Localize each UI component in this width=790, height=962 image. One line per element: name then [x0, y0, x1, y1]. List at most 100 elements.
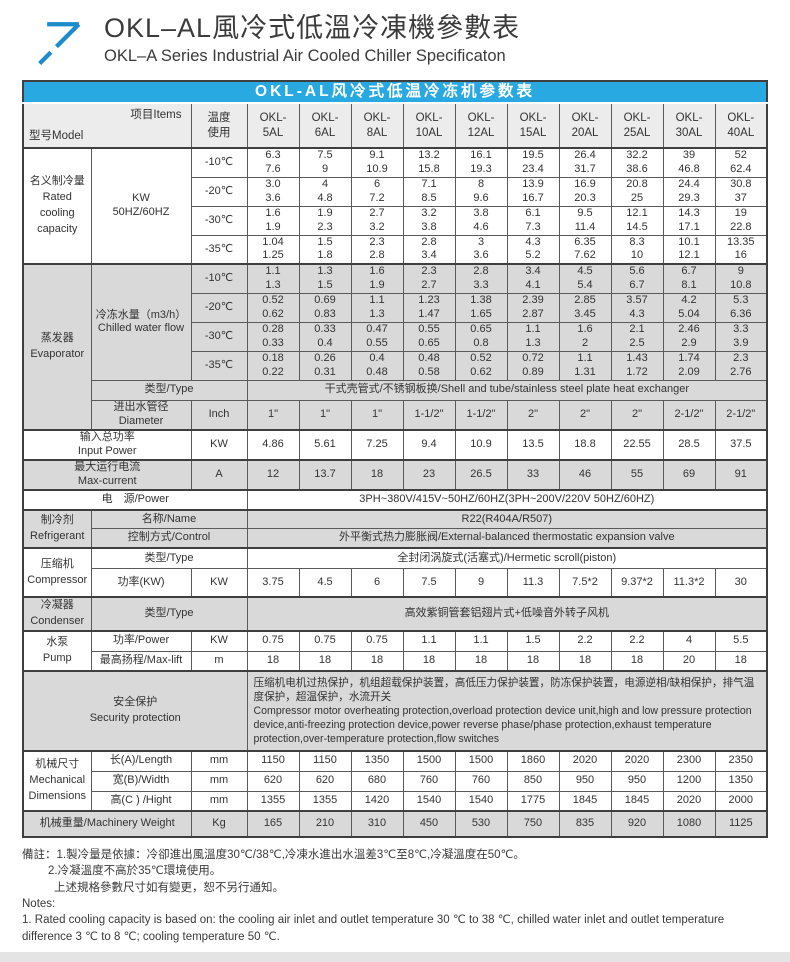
- value-cell: 2020: [558, 750, 612, 772]
- value-cell: 1.1 1.3: [350, 292, 404, 323]
- unit-cell: KW: [190, 429, 248, 461]
- temp-cell: -35℃: [190, 350, 248, 381]
- value-cell: 620: [298, 770, 352, 792]
- value-cell: 1": [298, 399, 352, 431]
- value-cell: 20: [662, 650, 716, 672]
- notes: 備註：1.製冷量是依據：冷卻進出風溫度30℃/38℃,冷凍水進出水溫差3℃至8℃…: [22, 847, 770, 945]
- note-line-zh-3: 上述規格參數尺寸如有變更，恕不另行通知。: [54, 881, 284, 894]
- value-cell: 1080: [662, 810, 716, 838]
- value-cell: 7.1 8.5: [402, 176, 456, 207]
- value-cell: 920: [610, 810, 664, 838]
- value-cell: 750: [506, 810, 560, 838]
- model-column-header: OKL- 10AL: [402, 102, 456, 149]
- value-cell: 1.1 1.31: [558, 350, 612, 381]
- value-cell: 24.4 29.3: [662, 176, 716, 207]
- value-cell: 2.3 2.7: [402, 263, 456, 294]
- value-cell: 0.47 0.55: [350, 321, 404, 352]
- value-cell: 2.3 2.76: [714, 350, 768, 381]
- row-label: 功率/Power: [90, 630, 192, 652]
- temp-cell: -10℃: [190, 147, 248, 178]
- value-cell: 14.3 17.1: [662, 205, 716, 236]
- row-label: 进出水管径 Diameter: [90, 399, 192, 431]
- value-cell: 5.6 6.7: [610, 263, 664, 294]
- value-cell: 620: [246, 770, 300, 792]
- value-cell: 165: [246, 810, 300, 838]
- value-cell: 2.3 2.8: [350, 234, 404, 265]
- unit-cell: KW: [190, 567, 248, 598]
- model-column-header: OKL- 6AL: [298, 102, 352, 149]
- model-column-header: OKL- 20AL: [558, 102, 612, 149]
- value-cell: 18: [350, 650, 404, 672]
- row-label: 冷冻水量（m3/h） Chilled water flow: [90, 263, 192, 381]
- row-label: 功率(KW): [90, 567, 192, 598]
- value-cell: 28.5: [662, 429, 716, 461]
- value-cell: 0.4 0.48: [350, 350, 404, 381]
- value-cell: 3.0 3.6: [246, 176, 300, 207]
- value-cell: 1775: [506, 790, 560, 812]
- value-cell: 0.75: [298, 630, 352, 652]
- value-cell: 20.8 25: [610, 176, 664, 207]
- value-cell: 18: [506, 650, 560, 672]
- value-cell: 6.1 7.3: [506, 205, 560, 236]
- value-cell: 6 7.2: [350, 176, 404, 207]
- value-cell: 1.43 1.72: [610, 350, 664, 381]
- unit-cell: A: [190, 459, 248, 491]
- corner-cell: 型号Model 项目Items: [22, 102, 192, 149]
- arrow-up-right-icon: [38, 22, 81, 65]
- security-protection-text: 压缩机电机过热保护，机组超载保护装置，高低压力保护装置，防冻保护装置，电源逆相/…: [246, 670, 768, 752]
- row-label: 类型/Type: [90, 379, 248, 401]
- value-cell: 850: [506, 770, 560, 792]
- spec-table: OKL-AL风冷式低温冷冻机参数表 型号Model 项目Items 温度 使用 …: [22, 80, 769, 838]
- value-cell: 1.23 1.47: [402, 292, 456, 323]
- value-cell: 1": [246, 399, 300, 431]
- value-cell: 6.3 7.6: [246, 147, 300, 178]
- unit-cell: Inch: [190, 399, 248, 431]
- value-cell: 0.52 0.62: [246, 292, 300, 323]
- value-cell: 10.1 12.1: [662, 234, 716, 265]
- model-column-header: OKL- 5AL: [246, 102, 300, 149]
- unit-cell: Kg: [190, 810, 248, 838]
- value-cell: 13.2 15.8: [402, 147, 456, 178]
- value-cell: 18: [246, 650, 300, 672]
- row-label: 类型/Type: [90, 547, 248, 569]
- value-cell: 1845: [558, 790, 612, 812]
- model-column-header: OKL- 15AL: [506, 102, 560, 149]
- value-cell: 4.5 5.4: [558, 263, 612, 294]
- value-cell: 2": [558, 399, 612, 431]
- value-cell: 11.3: [506, 567, 560, 598]
- value-cell: 1350: [714, 770, 768, 792]
- value-cell: 1355: [246, 790, 300, 812]
- value-cell: 8 9.6: [454, 176, 508, 207]
- model-column-header: OKL- 8AL: [350, 102, 404, 149]
- value-cell: 2.8 3.4: [402, 234, 456, 265]
- value-cell: 19 22.8: [714, 205, 768, 236]
- merged-value-cell: 外平衡式热力膨胀阀/External-balanced thermostatic…: [246, 527, 768, 549]
- value-cell: 3 3.6: [454, 234, 508, 265]
- value-cell: 18: [454, 650, 508, 672]
- value-cell: 0.18 0.22: [246, 350, 300, 381]
- value-cell: 0.26 0.31: [298, 350, 352, 381]
- value-cell: 0.48 0.58: [402, 350, 456, 381]
- value-cell: 18: [402, 650, 456, 672]
- row-label: 最大运行电流 Max-current: [22, 459, 192, 491]
- value-cell: 1.1 1.3: [246, 263, 300, 294]
- value-cell: 2-1/2": [662, 399, 716, 431]
- value-cell: 2": [610, 399, 664, 431]
- section-label: 机械尺寸 Mechanical Dimensions: [22, 750, 92, 812]
- value-cell: 39 46.8: [662, 147, 716, 178]
- value-cell: 3.2 3.8: [402, 205, 456, 236]
- row-label: 宽(B)/Width: [90, 770, 192, 792]
- value-cell: 1150: [298, 750, 352, 772]
- value-cell: 835: [558, 810, 612, 838]
- value-cell: 12: [246, 459, 300, 491]
- value-cell: 1.1 1.3: [506, 321, 560, 352]
- value-cell: 3.8 4.6: [454, 205, 508, 236]
- corner-model-label: 型号Model: [29, 129, 84, 142]
- model-column-header: OKL- 40AL: [714, 102, 768, 149]
- bottom-divider: [0, 951, 790, 962]
- value-cell: 22.55: [610, 429, 664, 461]
- row-label: 名称/Name: [90, 509, 248, 529]
- value-cell: 9 10.8: [714, 263, 768, 294]
- value-cell: 1.6 1.9: [350, 263, 404, 294]
- row-label: 高(C ) /Hight: [90, 790, 192, 812]
